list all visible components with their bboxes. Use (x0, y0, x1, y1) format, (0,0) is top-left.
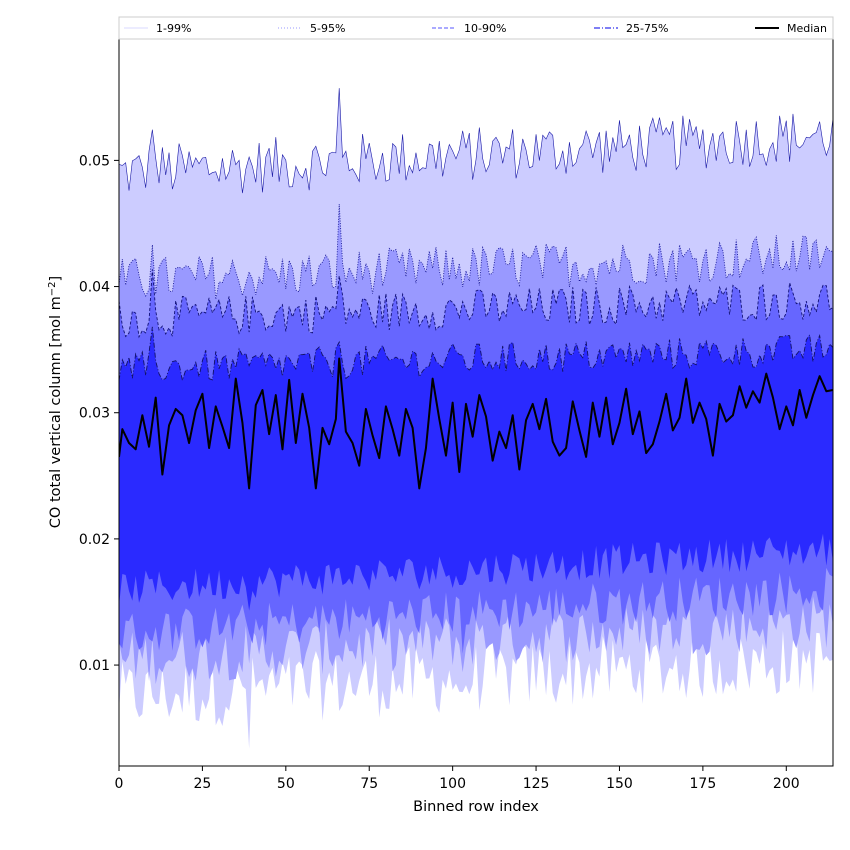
x-tick-label: 175 (690, 776, 717, 792)
y-axis-label-main: CO total vertical column [mol m (48, 296, 64, 528)
band-edge-10-90 (119, 269, 833, 339)
y-tick-label: 0.01 (79, 658, 110, 674)
legend-label-10-90: 10-90% (464, 22, 506, 35)
band-edge-1-99 (119, 88, 833, 194)
x-tick-label: 0 (115, 776, 124, 792)
legend-box (118, 16, 834, 40)
x-tick-label: 150 (606, 776, 633, 792)
y-axis-label: CO total vertical column [mol m−2] (47, 276, 64, 528)
legend-label-25-75: 25-75% (626, 22, 668, 35)
x-tick-label: 200 (773, 776, 800, 792)
y-axis-ticks: 0.01 0.02 0.03 0.04 0.05 (79, 153, 119, 674)
band-25-75 (119, 326, 833, 611)
y-tick-label: 0.04 (79, 280, 110, 296)
median-layer (119, 357, 833, 490)
x-tick-label: 25 (193, 776, 211, 792)
x-axis-ticks: 0 25 50 75 100 125 150 175 200 (115, 766, 800, 792)
legend: 1-99% 5-95% 10-90% 25-75% Median (118, 16, 834, 40)
y-axis-label-superscript: −2 (47, 281, 58, 296)
y-tick-label: 0.02 (79, 532, 110, 548)
legend-label-1-99: 1-99% (156, 22, 191, 35)
x-axis-label: Binned row index (413, 799, 539, 815)
y-tick-label: 0.03 (79, 406, 110, 422)
median-line (119, 357, 833, 490)
x-tick-label: 75 (360, 776, 378, 792)
y-axis-label-close: ] (48, 276, 64, 282)
x-tick-label: 100 (439, 776, 466, 792)
legend-label-median: Median (787, 22, 827, 35)
y-tick-label: 0.05 (79, 153, 110, 169)
x-tick-label: 125 (523, 776, 550, 792)
band-edge-25-75 (119, 326, 833, 383)
legend-label-5-95: 5-95% (310, 22, 345, 35)
x-tick-label: 50 (277, 776, 295, 792)
